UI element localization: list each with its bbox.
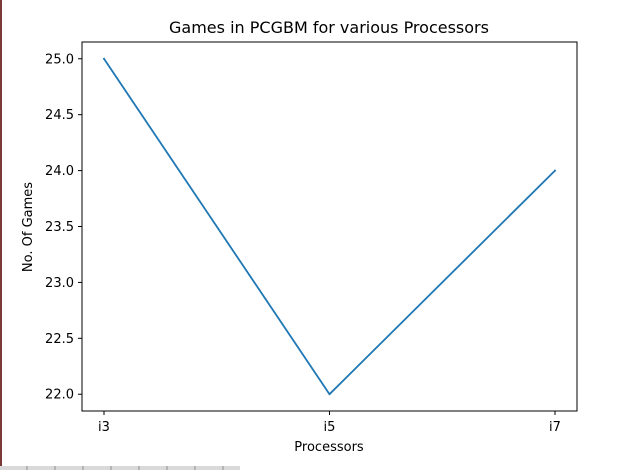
y-tick-label: 24.5 <box>45 108 74 123</box>
y-tick-label: 25.0 <box>45 52 74 67</box>
plot-area-frame <box>81 41 578 412</box>
data-point <box>554 169 556 172</box>
window-bottom-strip <box>0 466 240 470</box>
series-line <box>102 57 557 396</box>
window-left-edge <box>0 0 2 470</box>
x-axis: i3 i5 i7 <box>98 411 561 435</box>
x-axis-label: Processors <box>294 440 364 455</box>
data-point <box>328 393 331 396</box>
x-tick-label: i7 <box>549 420 561 435</box>
y-tick-label: 23.5 <box>45 220 74 235</box>
x-tick-label: i3 <box>98 420 110 435</box>
data-point <box>103 57 105 60</box>
y-tick-label: 23.0 <box>45 276 74 291</box>
x-tick-label: i5 <box>324 420 336 435</box>
y-axis: 22.0 22.5 23.0 23.5 24.0 24.5 25.0 <box>45 52 82 403</box>
plot-series <box>102 57 557 396</box>
y-axis-label: No. Of Games <box>21 182 36 272</box>
y-tick-label: 24.0 <box>45 164 74 179</box>
y-tick-label: 22.0 <box>45 388 74 403</box>
y-tick-label: 22.5 <box>45 332 74 347</box>
chart-title: Games in PCGBM for various Processors <box>169 18 489 37</box>
